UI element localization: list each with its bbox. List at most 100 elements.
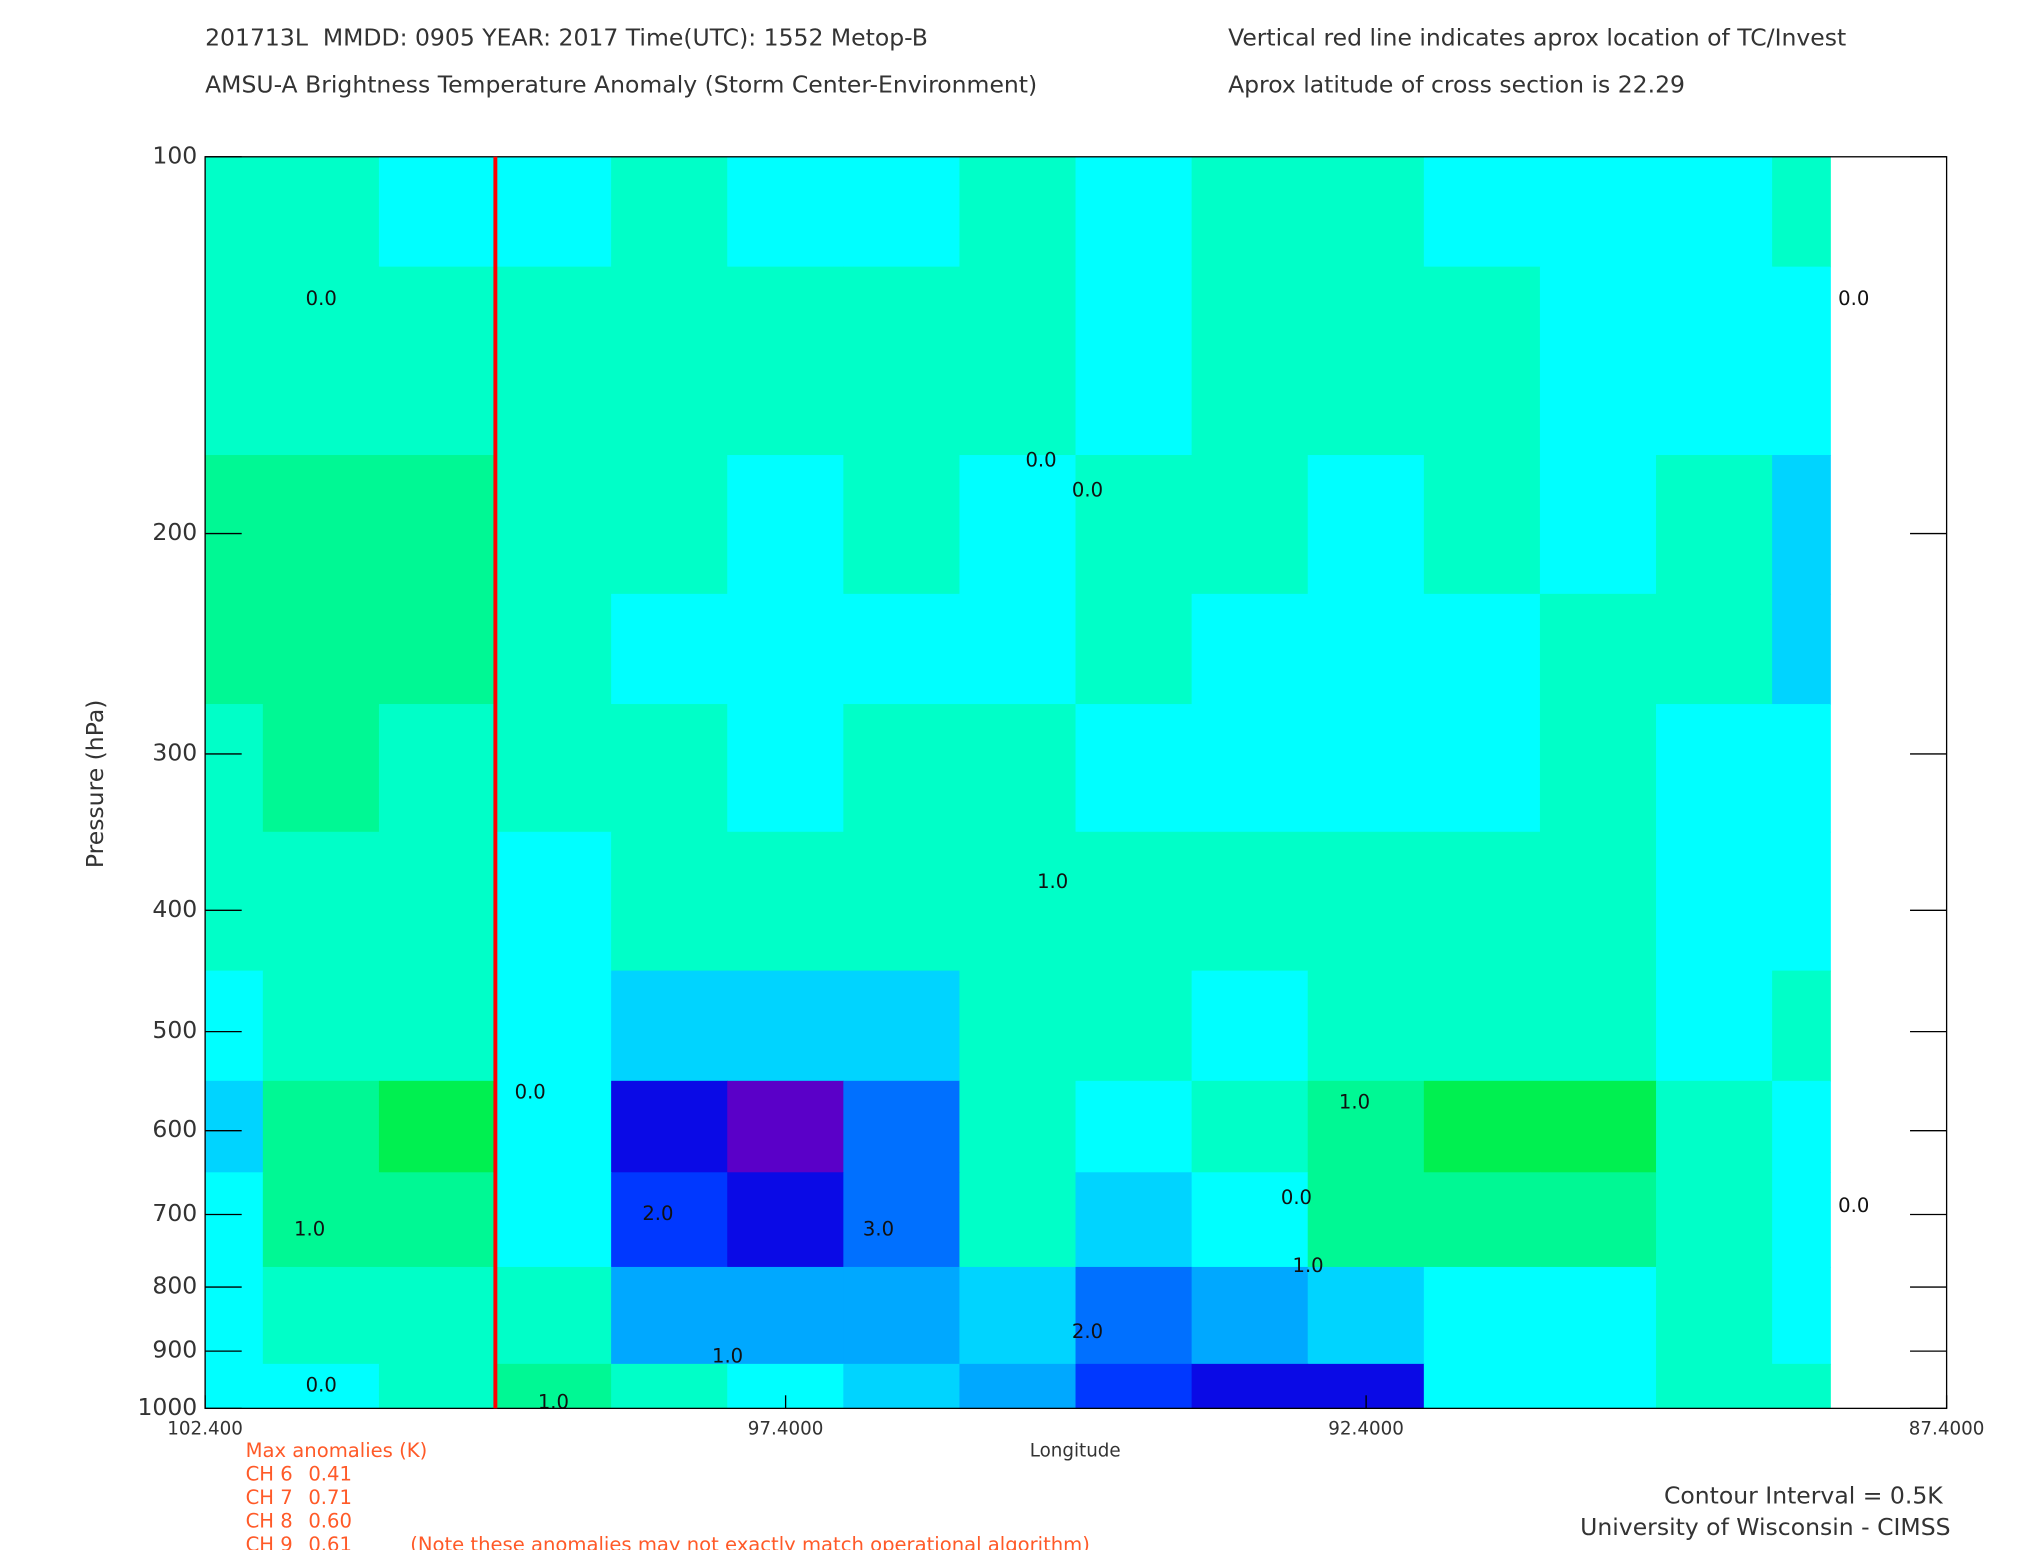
contour-cell <box>495 1266 612 1365</box>
contour-cell <box>1307 704 1425 833</box>
contour-cell <box>611 831 728 972</box>
contour-cell <box>378 1363 496 1409</box>
contour-cell <box>843 1363 961 1409</box>
contour-cell <box>204 593 264 705</box>
contour-cell <box>727 704 844 833</box>
contour-cell <box>1191 156 1309 268</box>
contour-cell <box>1307 831 1425 972</box>
contour-cell <box>1423 455 1541 595</box>
contour-cell <box>1191 704 1309 833</box>
contour-cell <box>1539 1080 1657 1173</box>
contour-cell <box>959 1080 1077 1173</box>
y-tick-label: 800 <box>152 1272 197 1300</box>
anomaly-channel: CH 9 <box>246 1533 293 1550</box>
contour-cell <box>1539 593 1657 705</box>
contour-cell <box>959 156 1077 268</box>
contour-cell <box>843 156 961 268</box>
contour-cell <box>495 704 612 833</box>
contour-cell <box>611 266 728 456</box>
contour-label: 0.0 <box>1838 287 1869 310</box>
contour-cell <box>727 1080 844 1173</box>
contour-cell <box>1772 1266 1831 1365</box>
contour-cell <box>204 266 264 456</box>
contour-cell <box>611 156 728 268</box>
contour-cell <box>1656 1172 1773 1268</box>
contour-cell <box>959 266 1077 456</box>
contour-cell <box>1423 266 1541 456</box>
x-axis-label: Longitude <box>1030 1440 1121 1461</box>
contour-cell <box>1191 455 1309 595</box>
contour-cell <box>843 455 961 595</box>
contour-cell <box>959 831 1077 972</box>
contour-cell <box>843 1266 961 1365</box>
contour-cell <box>262 1080 380 1173</box>
contour-cell <box>1307 1266 1425 1365</box>
contour-cell <box>843 970 961 1082</box>
contour-cell <box>727 593 844 705</box>
contour-cell <box>1423 156 1541 268</box>
contour-cell <box>1656 593 1773 705</box>
contour-cell <box>1307 970 1425 1082</box>
subtitle: AMSU-A Brightness Temperature Anomaly (S… <box>205 71 1037 99</box>
y-tick-label: 900 <box>152 1336 197 1364</box>
contour-label: 0.0 <box>515 1081 546 1104</box>
y-tick-label: 300 <box>152 738 197 766</box>
contour-cell <box>1307 1080 1425 1173</box>
contour-cell <box>262 1363 380 1409</box>
contour-cell <box>262 831 380 972</box>
contour-cell <box>204 455 264 595</box>
contour-cell <box>727 1172 844 1268</box>
x-tick-label: 92.4000 <box>1328 1418 1404 1439</box>
contour-label: 0.0 <box>306 287 337 310</box>
contour-cell <box>1191 1363 1309 1409</box>
contour-label: 1.0 <box>712 1345 743 1368</box>
contour-cell <box>378 156 496 268</box>
contour-label: 0.0 <box>1838 1194 1869 1217</box>
contour-label: 1.0 <box>1339 1090 1370 1113</box>
contour-cell <box>727 266 844 456</box>
contour-cell <box>843 266 961 456</box>
contour-cell <box>262 704 380 833</box>
contour-cell <box>1191 1172 1309 1268</box>
contour-cell <box>378 831 496 972</box>
contour-label: 2.0 <box>1072 1320 1103 1343</box>
y-tick-label: 1000 <box>137 1393 197 1421</box>
anomaly-value: 0.71 <box>308 1486 352 1509</box>
contour-cell <box>1423 1172 1541 1268</box>
contour-cell <box>727 455 844 595</box>
contour-cell <box>378 1080 496 1173</box>
contour-cell <box>1191 1266 1309 1365</box>
contour-cell <box>1075 1266 1193 1365</box>
contour-cell <box>1539 1172 1657 1268</box>
contour-cell <box>1307 156 1425 268</box>
contour-cell <box>1539 970 1657 1082</box>
contour-cell <box>611 1172 728 1268</box>
contour-cell <box>378 593 496 705</box>
contour-cell <box>495 1172 612 1268</box>
contour-cell <box>1656 1363 1773 1409</box>
contour-cell <box>1772 704 1831 833</box>
contour-cell <box>1772 455 1831 595</box>
contour-cell <box>1539 156 1657 268</box>
contour-cell <box>1423 970 1541 1082</box>
contour-cell <box>204 1080 264 1173</box>
contour-label: 2.0 <box>642 1202 673 1225</box>
contour-cell <box>1191 1080 1309 1173</box>
contour-cell <box>204 1363 264 1409</box>
contour-cell <box>262 266 380 456</box>
contour-cell <box>727 156 844 268</box>
contour-cell <box>1191 593 1309 705</box>
contour-cell <box>1539 266 1657 456</box>
contour-cell <box>204 704 264 833</box>
note: Aprox latitude of cross section is 22.29 <box>1228 71 1685 99</box>
contour-cell <box>959 593 1077 705</box>
contour-cell <box>1423 704 1541 833</box>
x-tick-label: 97.4000 <box>748 1418 824 1439</box>
contour-cell <box>495 831 612 972</box>
contour-cell <box>1423 1080 1541 1173</box>
contour-cell <box>1539 1363 1657 1409</box>
contour-cell <box>611 1363 728 1409</box>
contour-cell <box>262 593 380 705</box>
contour-cell <box>378 704 496 833</box>
